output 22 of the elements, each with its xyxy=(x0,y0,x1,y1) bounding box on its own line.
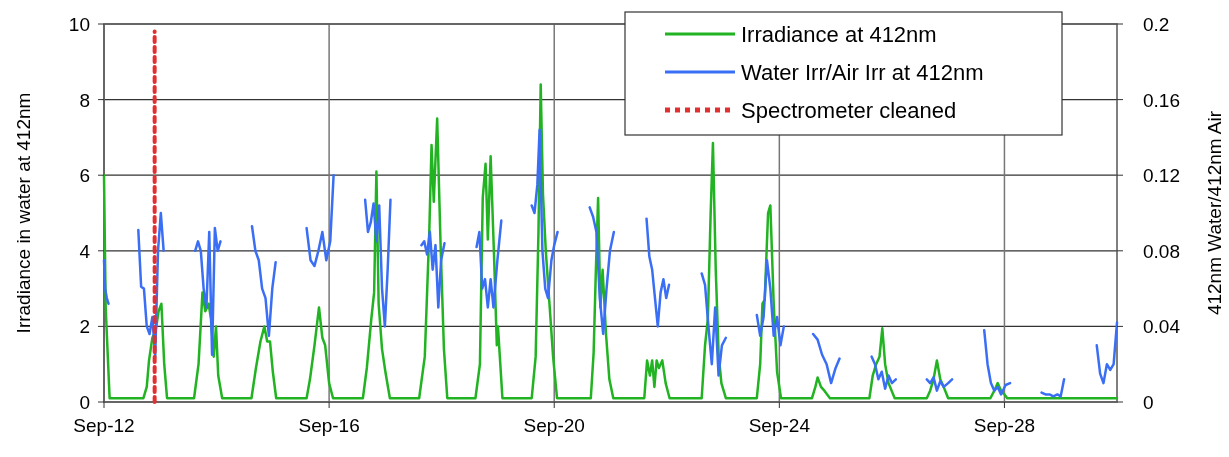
y2-tick-label: 0.04 xyxy=(1143,316,1181,338)
x-tick-label: Sep-28 xyxy=(973,415,1036,436)
y-tick-label: 10 xyxy=(68,14,90,35)
y2-tick-label: 0 xyxy=(1143,392,1154,413)
y-tick-label: 8 xyxy=(79,89,90,111)
legend-label: Water Irr/Air Irr at 412nm xyxy=(741,60,984,85)
y2-tick-label: 0.2 xyxy=(1143,14,1170,35)
legend-label: Irradiance at 412nm xyxy=(741,22,937,47)
y-tick-label: 2 xyxy=(79,316,90,338)
y-tick-label: 6 xyxy=(79,165,90,187)
x-tick-label: Sep-20 xyxy=(523,415,585,436)
x-tick-label: Sep-16 xyxy=(298,415,360,436)
y2-axis-title: 412nm Water/412nm Air xyxy=(1204,110,1225,316)
x-tick-label: Sep-24 xyxy=(748,415,811,436)
legend-label: Spectrometer cleaned xyxy=(741,98,957,123)
y-tick-label: 0 xyxy=(79,392,90,413)
y2-tick-label: 0.16 xyxy=(1143,89,1180,111)
y-axis-title: Irradiance in water at 412nm xyxy=(13,92,34,334)
y-tick-label: 4 xyxy=(79,240,91,262)
x-tick-label: Sep-12 xyxy=(73,415,135,436)
y2-tick-label: 0.08 xyxy=(1143,240,1180,262)
y2-tick-label: 0.12 xyxy=(1143,165,1180,187)
